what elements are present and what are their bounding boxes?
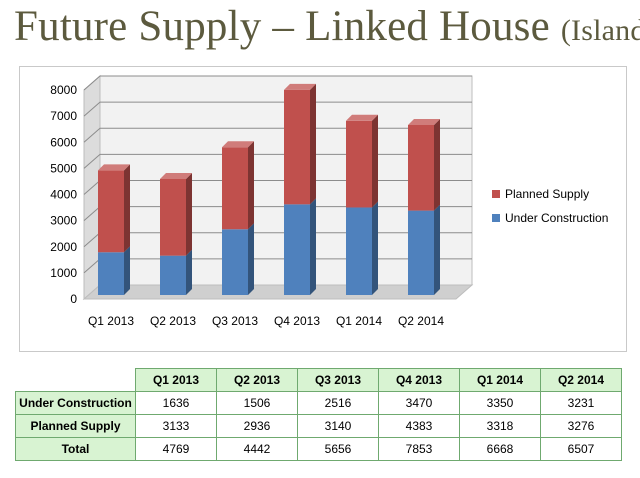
table-cell: 4442 — [216, 437, 298, 461]
bar-side — [186, 172, 192, 256]
bar-segment-under-construction — [222, 229, 248, 295]
table-cell: 3276 — [540, 414, 622, 438]
table-header-cell: Q1 2013 — [135, 368, 217, 392]
table-cell: 3140 — [297, 414, 379, 438]
table-cell: 3350 — [459, 391, 541, 415]
x-tick-label: Q2 2014 — [398, 314, 444, 328]
table-cell: 4383 — [378, 414, 460, 438]
table-header-cell: Q3 2013 — [297, 368, 379, 392]
bar-segment-under-construction — [284, 204, 310, 295]
bar-segment-planned-supply — [98, 170, 124, 253]
table-cell: 6668 — [459, 437, 541, 461]
y-tick-label: 2000 — [50, 240, 77, 254]
bar-side — [310, 83, 316, 205]
table-row-label: Under Construction — [15, 391, 136, 415]
table-cell: 7853 — [378, 437, 460, 461]
bar-top — [98, 164, 130, 171]
legend-label: Planned Supply — [505, 187, 589, 201]
gridline — [83, 75, 472, 91]
x-tick-label: Q4 2013 — [274, 314, 320, 328]
table-cell: 6507 — [540, 437, 622, 461]
table-cell: 3231 — [540, 391, 622, 415]
table-cell: 2516 — [297, 391, 379, 415]
table-row: Total 4769 4442 5656 7853 6668 6507 — [15, 437, 622, 461]
table-cell: 1506 — [216, 391, 298, 415]
table-header-cell: Q2 2014 — [540, 368, 622, 392]
table-cell: 3470 — [378, 391, 460, 415]
bar-side — [124, 164, 130, 253]
table-row: Under Construction 1636 1506 2516 3470 3… — [15, 391, 622, 415]
supply-table: Q1 2013 Q2 2013 Q3 2013 Q4 2013 Q1 2014 … — [15, 368, 622, 461]
bar-top — [284, 83, 316, 90]
y-tick-label: 3000 — [50, 214, 77, 228]
bar-side — [248, 141, 254, 230]
y-tick-label: 7000 — [50, 109, 77, 123]
y-tick-label: 6000 — [50, 135, 77, 149]
title-suffix: (Island) — [560, 14, 640, 47]
bar-segment-planned-supply — [222, 147, 248, 230]
table-header-cell: Q2 2013 — [216, 368, 298, 392]
table-cell: 5656 — [297, 437, 379, 461]
bar-top — [346, 114, 378, 121]
bar-segment-under-construction — [346, 207, 372, 295]
table-cell: 3318 — [459, 414, 541, 438]
bar-segment-planned-supply — [284, 89, 310, 205]
bar-side — [310, 198, 316, 295]
bar-side — [372, 114, 378, 208]
bar-segment-planned-supply — [160, 178, 186, 256]
bar-side — [248, 223, 254, 295]
y-tick-label: 1000 — [50, 266, 77, 280]
legend-swatch — [492, 214, 500, 222]
table-header-cell: Q1 2014 — [459, 368, 541, 392]
table-cell: 2936 — [216, 414, 298, 438]
table-corner — [15, 368, 136, 392]
gridline — [83, 101, 472, 117]
bar-top — [160, 172, 192, 179]
bar-top — [222, 141, 254, 148]
table-row: Planned Supply 3133 2936 3140 4383 3318 … — [15, 414, 622, 438]
table-cell: 4769 — [135, 437, 217, 461]
bar-side — [186, 249, 192, 295]
table-row-label: Planned Supply — [15, 414, 136, 438]
bar-segment-under-construction — [408, 210, 434, 295]
bar-segment-under-construction — [160, 255, 186, 295]
x-tick-label: Q2 2013 — [150, 314, 196, 328]
bar-segment-planned-supply — [408, 125, 434, 211]
table-header-cell: Q4 2013 — [378, 368, 460, 392]
bar-side — [434, 204, 440, 295]
table-cell: 1636 — [135, 391, 217, 415]
chart-panel: 0 1000 2000 3000 4000 5000 6000 7000 8000 Q1 2013… — [19, 66, 627, 352]
stacked-bar-chart: 0 1000 2000 3000 4000 5000 6000 7000 8000 Q1 2013… — [50, 74, 608, 328]
bar-side — [434, 119, 440, 211]
y-tick-label: 0 — [70, 292, 77, 306]
legend-label: Under Construction — [505, 211, 608, 225]
bar-segment-planned-supply — [346, 120, 372, 208]
x-tick-label: Q1 2013 — [88, 314, 134, 328]
y-tick-label: 4000 — [50, 188, 77, 202]
y-tick-label: 8000 — [50, 83, 77, 97]
page-title: Future Supply – Linked House (Island) — [14, 2, 640, 51]
table-row-label: Total — [15, 437, 136, 461]
table-header-row: Q1 2013 Q2 2013 Q3 2013 Q4 2013 Q1 2014 … — [15, 368, 622, 392]
y-tick-label: 5000 — [50, 161, 77, 175]
bar-top — [408, 119, 440, 126]
table-cell: 3133 — [135, 414, 217, 438]
x-tick-label: Q3 2013 — [212, 314, 258, 328]
x-tick-label: Q1 2014 — [336, 314, 382, 328]
bar-segment-under-construction — [98, 252, 124, 295]
bar-side — [372, 201, 378, 295]
bar-side — [124, 246, 130, 295]
title-main: Future Supply – Linked House — [14, 3, 550, 50]
legend-swatch — [492, 190, 500, 198]
